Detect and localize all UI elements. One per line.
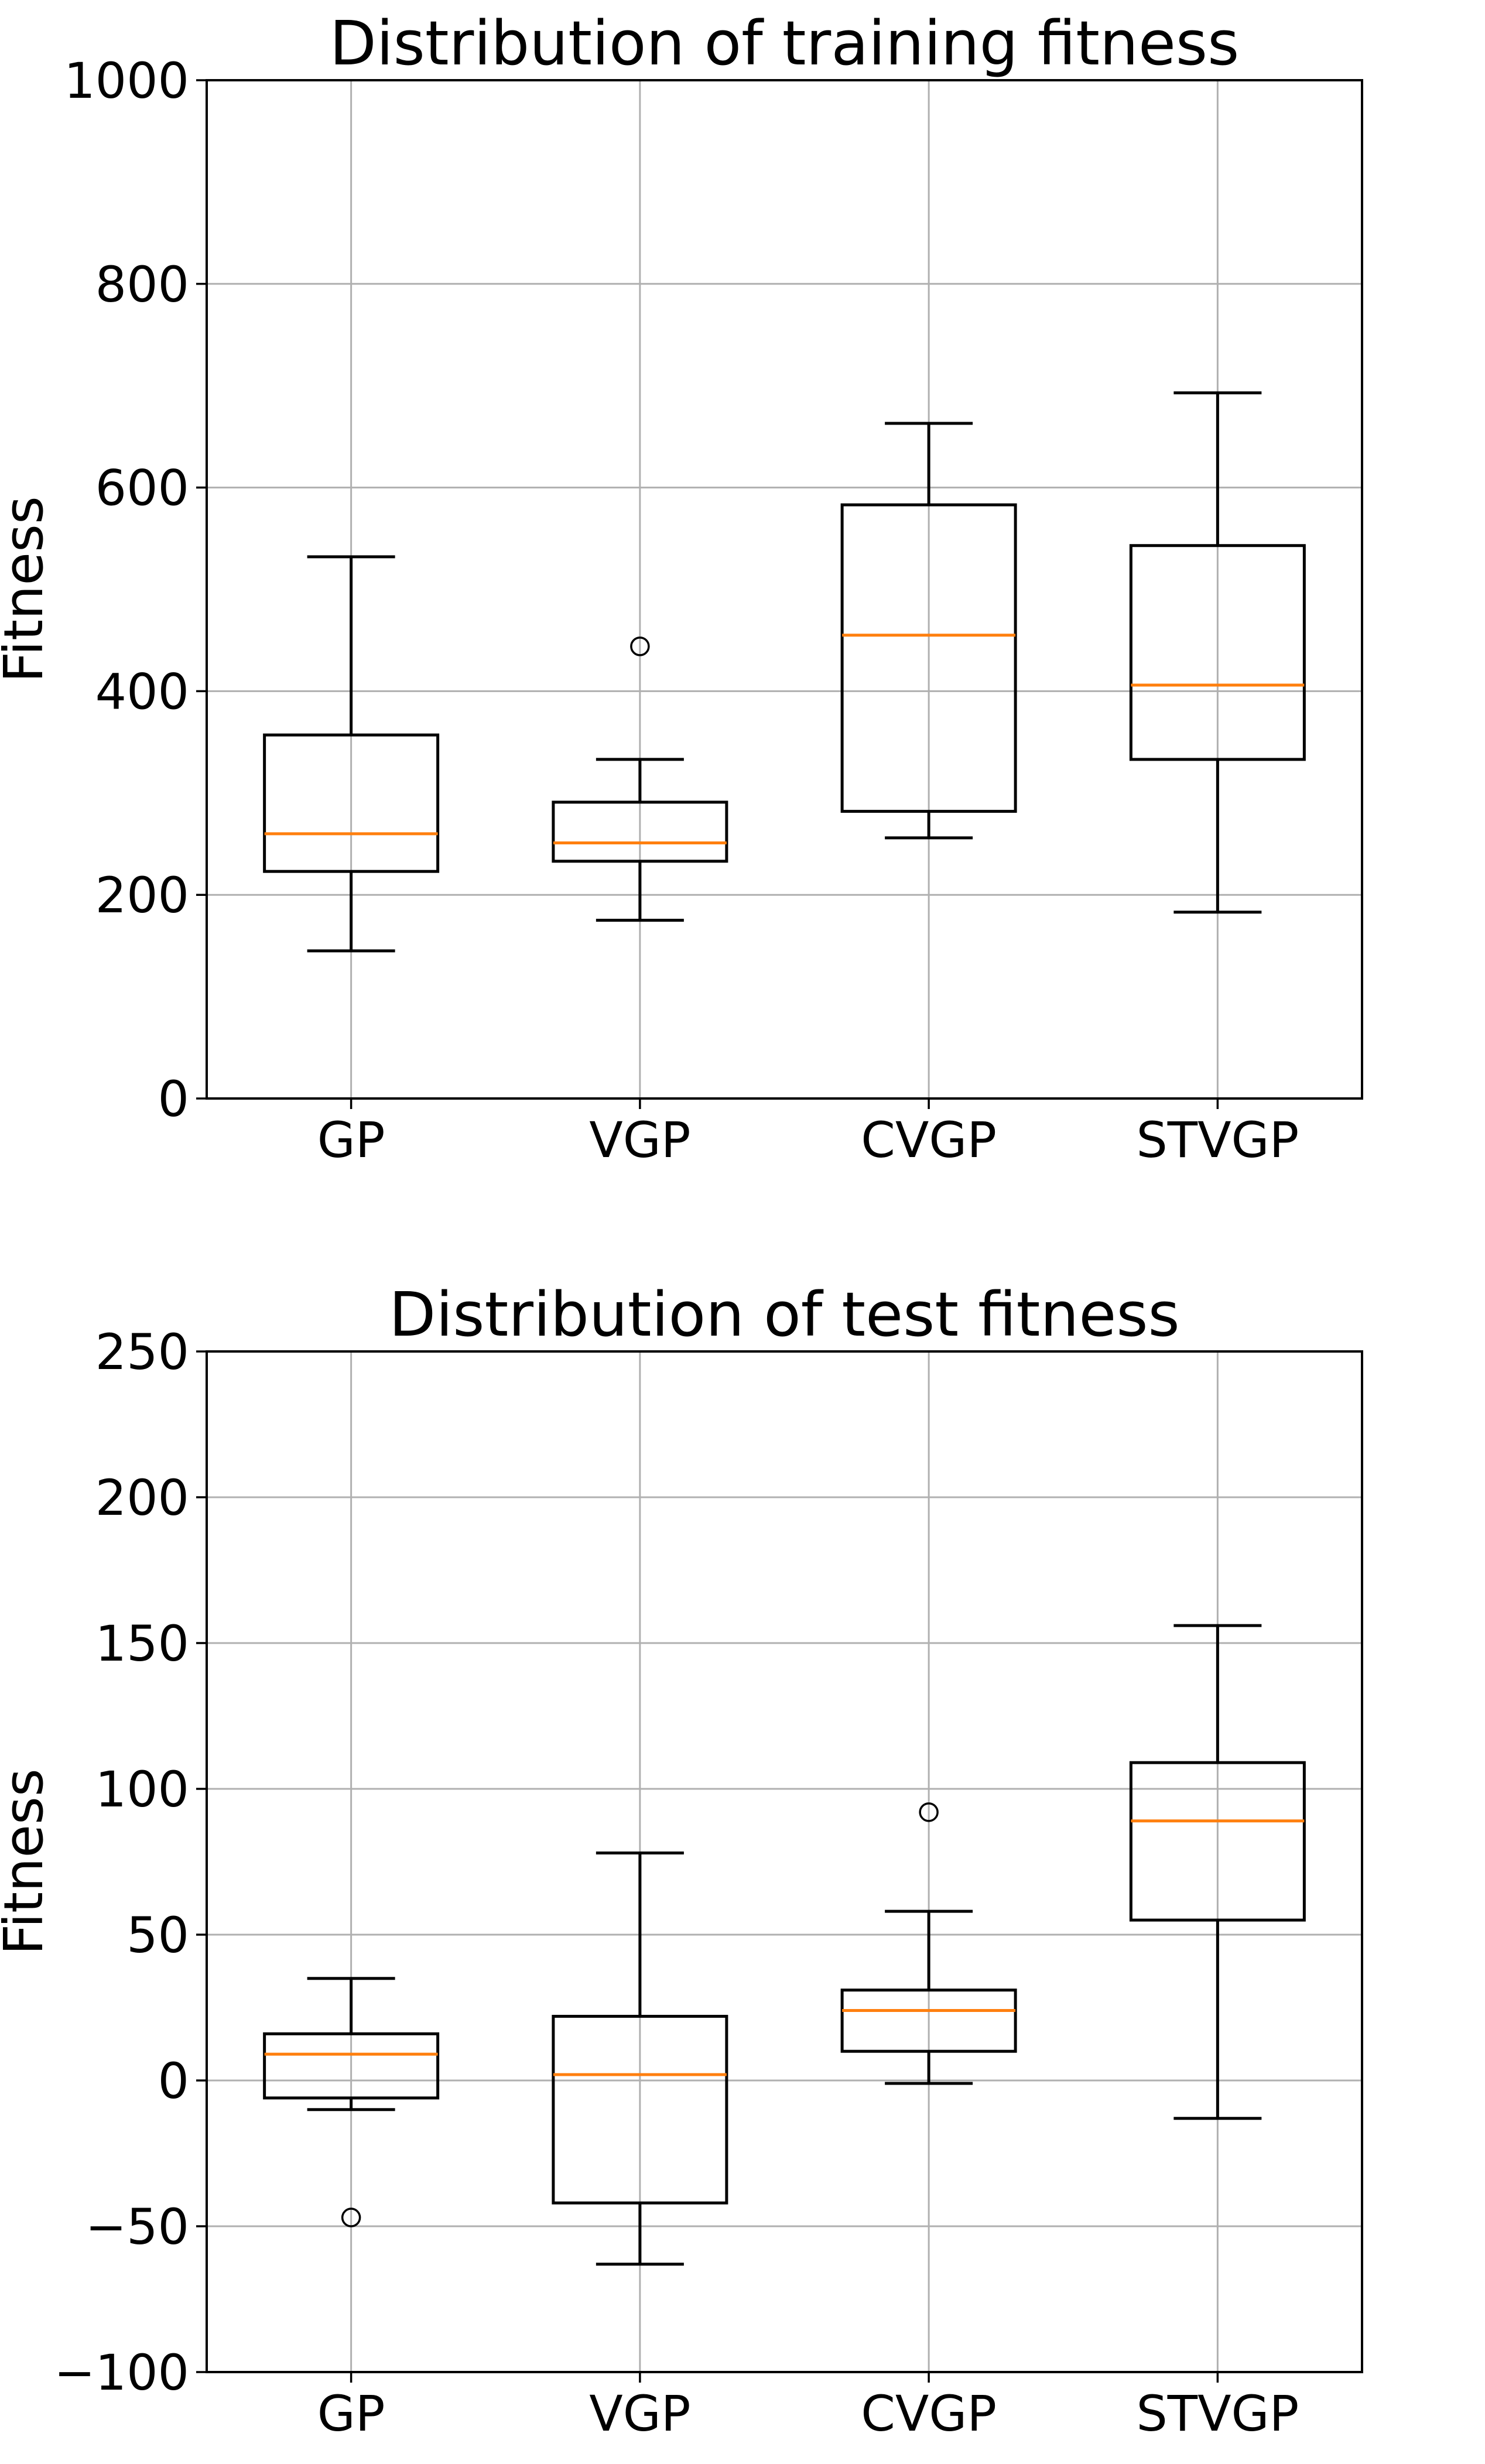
chart-title: Distribution of test fitness bbox=[389, 1279, 1179, 1350]
axes-spines bbox=[206, 1350, 1363, 2373]
axes-spines bbox=[206, 79, 1363, 1100]
y-tick-label: 1000 bbox=[64, 52, 189, 109]
box-VGP bbox=[552, 1852, 728, 2266]
category-label: STVGP bbox=[1136, 1111, 1299, 1169]
iqr-box bbox=[1129, 544, 1306, 761]
y-tick-label: 100 bbox=[95, 1761, 189, 1818]
category-label: STVGP bbox=[1136, 2385, 1299, 2442]
y-axis-label: Fitness bbox=[0, 1768, 55, 1955]
chart-title: Distribution of training fitness bbox=[330, 8, 1240, 79]
y-tick-label: 0 bbox=[158, 1070, 189, 1128]
outlier-point bbox=[341, 2208, 361, 2227]
y-tick-label: 250 bbox=[95, 1323, 189, 1381]
box-VGP bbox=[552, 636, 728, 922]
iqr-box bbox=[263, 2032, 440, 2100]
y-tick-label: 200 bbox=[95, 867, 189, 924]
box-STVGP bbox=[1129, 391, 1306, 914]
y-tick-label: 200 bbox=[95, 1469, 189, 1527]
iqr-box bbox=[552, 800, 728, 863]
category-label: GP bbox=[317, 1111, 385, 1169]
grid bbox=[207, 79, 1362, 1100]
y-tick-label: −50 bbox=[85, 2198, 189, 2256]
y-tick-label: 0 bbox=[158, 2052, 189, 2110]
box-STVGP bbox=[1129, 1624, 1306, 2120]
grid bbox=[207, 1350, 1362, 2373]
y-tick-label: 400 bbox=[95, 663, 189, 720]
box-CVGP bbox=[840, 1802, 1017, 2085]
category-label: GP bbox=[317, 2385, 385, 2442]
test-fitness-boxplot: −100 −50 0 50 100 150 200 250 GP VGP CVGP STVGP Dist… bbox=[0, 1279, 1363, 2442]
y-tick-label: 800 bbox=[95, 256, 189, 313]
iqr-box bbox=[840, 1989, 1017, 2053]
box-GP bbox=[263, 1977, 440, 2227]
iqr-box bbox=[840, 503, 1017, 813]
iqr-box bbox=[1129, 1761, 1306, 1922]
outlier-point bbox=[919, 1802, 939, 1822]
category-label: VGP bbox=[589, 1111, 690, 1169]
category-label: CVGP bbox=[861, 1111, 997, 1169]
y-tick-label: −100 bbox=[54, 2344, 189, 2401]
y-tick-label: 600 bbox=[95, 460, 189, 517]
y-tick-label: 150 bbox=[95, 1615, 189, 1672]
training-fitness-boxplot: 0 200 400 600 800 1000 GP VGP CVGP STVGP Distribut… bbox=[0, 8, 1363, 1169]
category-label: VGP bbox=[589, 2385, 690, 2442]
y-tick-label: 50 bbox=[126, 1907, 189, 1964]
iqr-box bbox=[552, 2014, 728, 2205]
y-axis-label: Fitness bbox=[0, 496, 55, 683]
box-CVGP bbox=[840, 422, 1017, 840]
box-GP bbox=[263, 555, 440, 953]
iqr-box bbox=[263, 733, 440, 873]
category-label: CVGP bbox=[861, 2385, 997, 2442]
outlier-point bbox=[630, 636, 650, 656]
